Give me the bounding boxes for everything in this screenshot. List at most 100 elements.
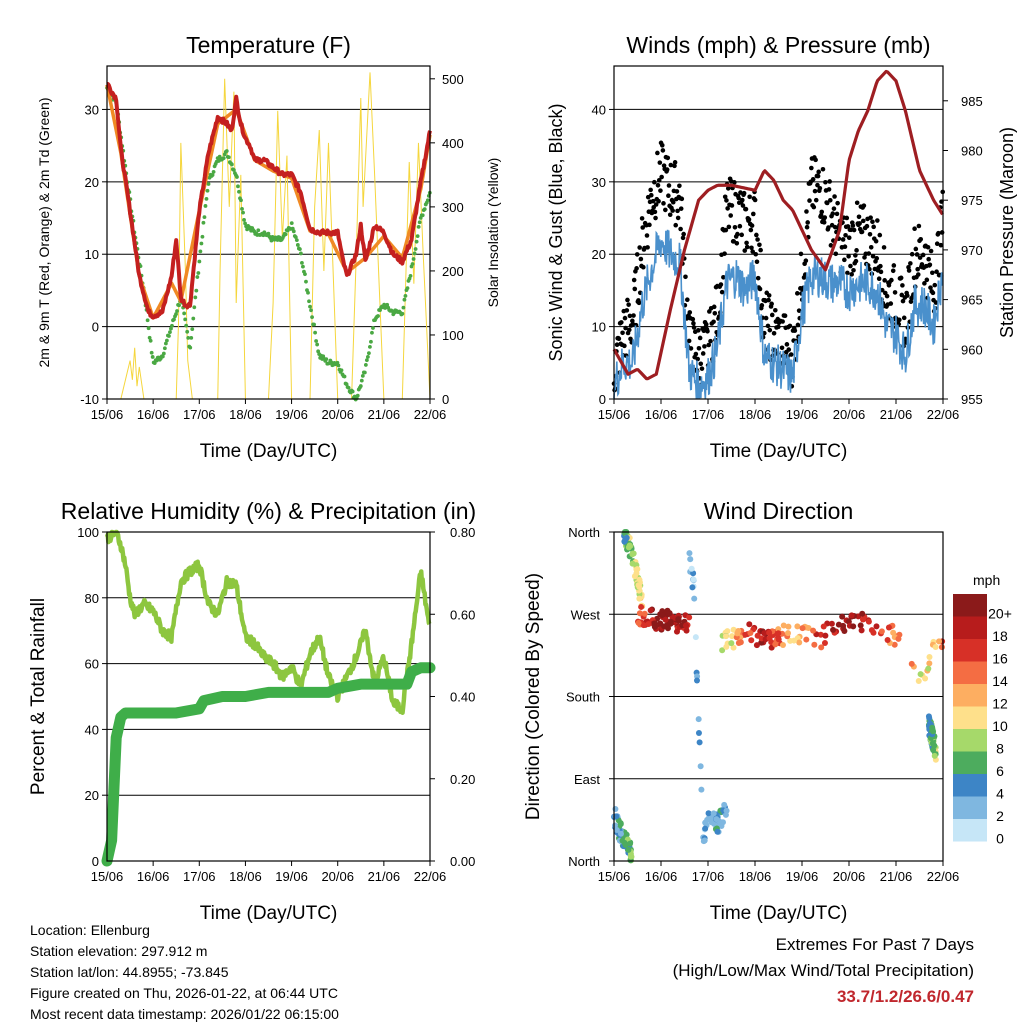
- y-right-tick-label: 200: [442, 264, 464, 279]
- wind-direction-point: [694, 673, 701, 680]
- wind-direction-point: [691, 595, 698, 602]
- y-right-tick-label: 955: [961, 392, 983, 407]
- wind-direction-point: [746, 621, 753, 628]
- wind-direction-point: [638, 603, 645, 610]
- dewpoint-point: [149, 350, 154, 355]
- gust-point: [890, 268, 896, 274]
- wind-direction-point: [629, 550, 636, 557]
- sonic-wind-line: [613, 229, 944, 400]
- wind-direction-point: [775, 626, 782, 633]
- gust-point: [679, 196, 685, 202]
- gust-point: [904, 293, 910, 298]
- wind-direction-point: [822, 632, 829, 639]
- gust-point: [874, 256, 880, 261]
- dewpoint-point: [240, 207, 244, 211]
- wind-direction-point: [690, 570, 697, 577]
- wind-direction-point: [721, 801, 728, 808]
- wind-direction-point: [728, 640, 735, 647]
- gust-point: [938, 242, 944, 248]
- dewpoint-point: [295, 243, 300, 247]
- gust-point: [705, 328, 710, 334]
- dewpoint-point: [410, 262, 415, 266]
- y-tick-label: 10: [592, 320, 606, 335]
- gust-point: [725, 186, 731, 191]
- wind-direction-point: [865, 618, 872, 625]
- dewpoint-point: [309, 308, 313, 313]
- temperature-2m-line: [105, 81, 432, 320]
- dewpoint-point: [201, 220, 206, 225]
- wind-direction-point: [621, 538, 628, 545]
- gust-point: [622, 343, 627, 349]
- gust-point: [666, 183, 672, 188]
- gust-point: [708, 338, 713, 344]
- gust-point: [741, 190, 747, 196]
- y-right-tick-label: 0.00: [450, 854, 475, 869]
- gust-point: [722, 194, 728, 200]
- gust-point: [754, 259, 760, 265]
- gust-point: [653, 202, 659, 207]
- x-tick-label: 16/06: [645, 407, 678, 422]
- gust-point: [813, 197, 819, 203]
- dewpoint-point: [367, 351, 371, 356]
- gust-point: [922, 281, 927, 286]
- y-tick-label: -10: [80, 392, 99, 407]
- wind-direction-point: [839, 613, 846, 620]
- temperature-9m-line: [105, 84, 432, 320]
- gust-point: [620, 330, 625, 336]
- legend-swatch: [953, 729, 987, 752]
- gust-point: [854, 200, 860, 206]
- gust-point: [779, 345, 785, 351]
- wind-direction-point: [687, 556, 694, 563]
- legend-swatch: [953, 774, 987, 797]
- dewpoint-point: [192, 305, 197, 310]
- dewpoint-point: [314, 339, 319, 343]
- dewpoint-point: [376, 314, 380, 318]
- wind-direction-point: [714, 828, 721, 835]
- gust-point: [891, 263, 897, 268]
- legend-swatch: [953, 616, 987, 639]
- dewpoint-point: [308, 304, 312, 309]
- dewpoint-point: [235, 175, 239, 179]
- wind-direction-point: [791, 637, 798, 644]
- y-right-axis-title: Solar Insolation (Yellow): [485, 158, 501, 308]
- wind-direction-point: [926, 654, 933, 661]
- gust-point: [928, 248, 934, 254]
- x-tick-label: 16/06: [137, 407, 170, 422]
- gust-point: [912, 226, 917, 232]
- created-text: Figure created on Thu, 2026-01-22, at 06…: [30, 985, 338, 1001]
- legend-label: 18: [992, 628, 1008, 644]
- x-tick-label: 15/06: [598, 869, 631, 884]
- gust-point: [652, 179, 657, 185]
- gust-point: [648, 187, 653, 193]
- gust-point: [722, 251, 727, 256]
- gust-point: [656, 198, 661, 204]
- legend-label: 16: [992, 650, 1008, 666]
- gust-point: [723, 227, 729, 233]
- dewpoint-point: [362, 370, 367, 375]
- wind-direction-point: [925, 713, 932, 720]
- gust-point: [670, 199, 676, 205]
- legend-swatch: [953, 706, 987, 729]
- dewpoint-point: [364, 358, 369, 363]
- dewpoint-point: [342, 374, 347, 379]
- x-tick-label: 20/06: [833, 407, 866, 422]
- wind-direction-point: [917, 671, 924, 678]
- dewpoint-point: [229, 162, 234, 167]
- gust-point: [881, 245, 887, 250]
- dewpoint-point: [231, 168, 236, 172]
- gust-point: [920, 252, 926, 258]
- gust-point: [882, 278, 887, 283]
- y-right-tick-label: 0: [442, 392, 449, 407]
- gust-point: [724, 198, 729, 203]
- gust-point: [812, 188, 818, 194]
- dewpoint-point: [370, 330, 374, 335]
- wind-direction-point: [617, 830, 624, 837]
- legend-swatch: [953, 751, 987, 774]
- gust-point: [685, 297, 690, 303]
- y-right-tick-label: 0.60: [450, 607, 475, 622]
- gust-point: [817, 185, 823, 191]
- dewpoint-point: [344, 382, 349, 387]
- gust-point: [702, 344, 707, 349]
- wind-direction-point: [718, 823, 725, 830]
- gust-point: [655, 150, 660, 156]
